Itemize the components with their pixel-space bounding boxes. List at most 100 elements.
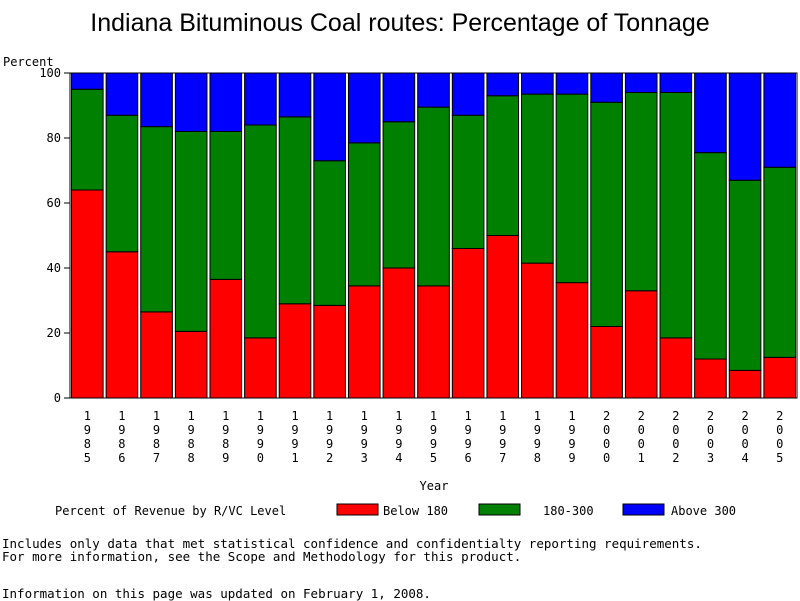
footnote-update-date: Information on this page was updated on … <box>2 586 431 601</box>
bar-1987-series-1 <box>140 126 173 313</box>
bar-2004-series-2 <box>728 72 762 181</box>
bar-2000-series-0 <box>590 326 623 399</box>
bars-group <box>71 72 797 399</box>
y-tick-label-40: 40 <box>47 261 61 275</box>
footnote-methodology: For more information, see the Scope and … <box>2 549 522 564</box>
bar-1992-series-0 <box>313 304 346 399</box>
bar-1995-series-2 <box>417 72 450 108</box>
y-tick-label-20: 20 <box>47 326 61 340</box>
bar-1997-series-0 <box>486 235 520 399</box>
bar-1993-series-1 <box>347 142 381 287</box>
legend-label-0: Below 180 <box>383 504 448 518</box>
y-tick-label-80: 80 <box>47 131 61 145</box>
bar-1991-series-1 <box>278 116 312 305</box>
x-axis-label: Year <box>420 479 449 493</box>
bar-1998-series-2 <box>521 72 554 95</box>
bar-1990-series-1 <box>244 124 277 339</box>
bar-1989-series-1 <box>209 131 243 280</box>
bar-1993-series-0 <box>347 285 381 399</box>
legend-swatch-0 <box>336 503 379 516</box>
y-tick-label-100: 100 <box>39 66 61 80</box>
bar-2002-series-1 <box>659 92 693 339</box>
bar-2000-series-1 <box>590 101 623 327</box>
bar-1991-series-2 <box>278 72 312 118</box>
bar-2000-series-2 <box>590 72 623 103</box>
bar-1986-series-2 <box>105 72 139 116</box>
bar-2003-series-0 <box>694 358 727 399</box>
y-tick-label-0: 0 <box>54 391 61 405</box>
bar-2001-series-1 <box>624 92 658 292</box>
bar-1994-series-0 <box>382 267 416 399</box>
bar-2002-series-2 <box>659 72 693 93</box>
bar-2002-series-0 <box>659 337 693 399</box>
y-axis-label: Percent <box>3 55 54 69</box>
x-axis: 1 9 8 5 1 9 8 6 1 9 8 7 1 9 8 8 1 9 8 9 1 9 9 0 1 9 9 1 1 9 9 2 1 9 9 3 1 9 9 4… <box>84 409 784 465</box>
bar-2004-series-1 <box>728 179 762 371</box>
bar-1987-series-2 <box>140 72 173 128</box>
bar-1985-series-2 <box>71 72 104 90</box>
legend: Percent of Revenue by R/VC Level Below 1… <box>55 503 736 518</box>
y-tick-label-60: 60 <box>47 196 61 210</box>
bar-1988-series-2 <box>174 72 208 132</box>
bar-1998-series-0 <box>521 262 554 399</box>
bar-1985-series-1 <box>71 88 104 191</box>
bar-2001-series-0 <box>624 290 658 399</box>
bar-1991-series-0 <box>278 303 312 399</box>
bar-1994-series-1 <box>382 121 416 269</box>
bar-1988-series-1 <box>174 131 208 332</box>
bar-1993-series-2 <box>347 72 381 144</box>
bar-1995-series-0 <box>417 285 450 399</box>
bar-1995-series-1 <box>417 106 450 287</box>
bar-1992-series-2 <box>313 72 346 162</box>
bar-2003-series-1 <box>694 152 727 360</box>
bar-2004-series-0 <box>728 369 762 399</box>
chart-title: Indiana Bituminous Coal routes: Percenta… <box>90 9 709 37</box>
legend-title: Percent of Revenue by R/VC Level <box>55 504 286 518</box>
bar-1996-series-0 <box>451 248 485 399</box>
legend-label-2: Above 300 <box>671 504 736 518</box>
footnote-confidentiality: Includes only data that met statistical … <box>2 536 702 551</box>
bar-1999-series-2 <box>555 72 589 95</box>
bar-1998-series-1 <box>521 93 554 264</box>
bar-1996-series-2 <box>451 72 485 116</box>
bar-1986-series-0 <box>105 251 139 399</box>
bar-1989-series-2 <box>209 72 243 132</box>
bar-2003-series-2 <box>694 72 727 154</box>
bar-1987-series-0 <box>140 311 173 399</box>
bar-1997-series-1 <box>486 95 520 236</box>
bar-2001-series-2 <box>624 72 658 93</box>
bar-1992-series-1 <box>313 160 346 306</box>
bar-1990-series-2 <box>244 72 277 126</box>
bar-1994-series-2 <box>382 72 416 123</box>
bar-1999-series-1 <box>555 93 589 284</box>
bar-1985-series-0 <box>71 189 104 399</box>
legend-swatch-2 <box>622 503 665 516</box>
plot-frame <box>69 72 798 399</box>
legend-swatch-1 <box>478 503 521 516</box>
bar-2005-series-2 <box>763 72 797 168</box>
bar-1996-series-1 <box>451 114 485 249</box>
bar-1988-series-0 <box>174 330 208 399</box>
